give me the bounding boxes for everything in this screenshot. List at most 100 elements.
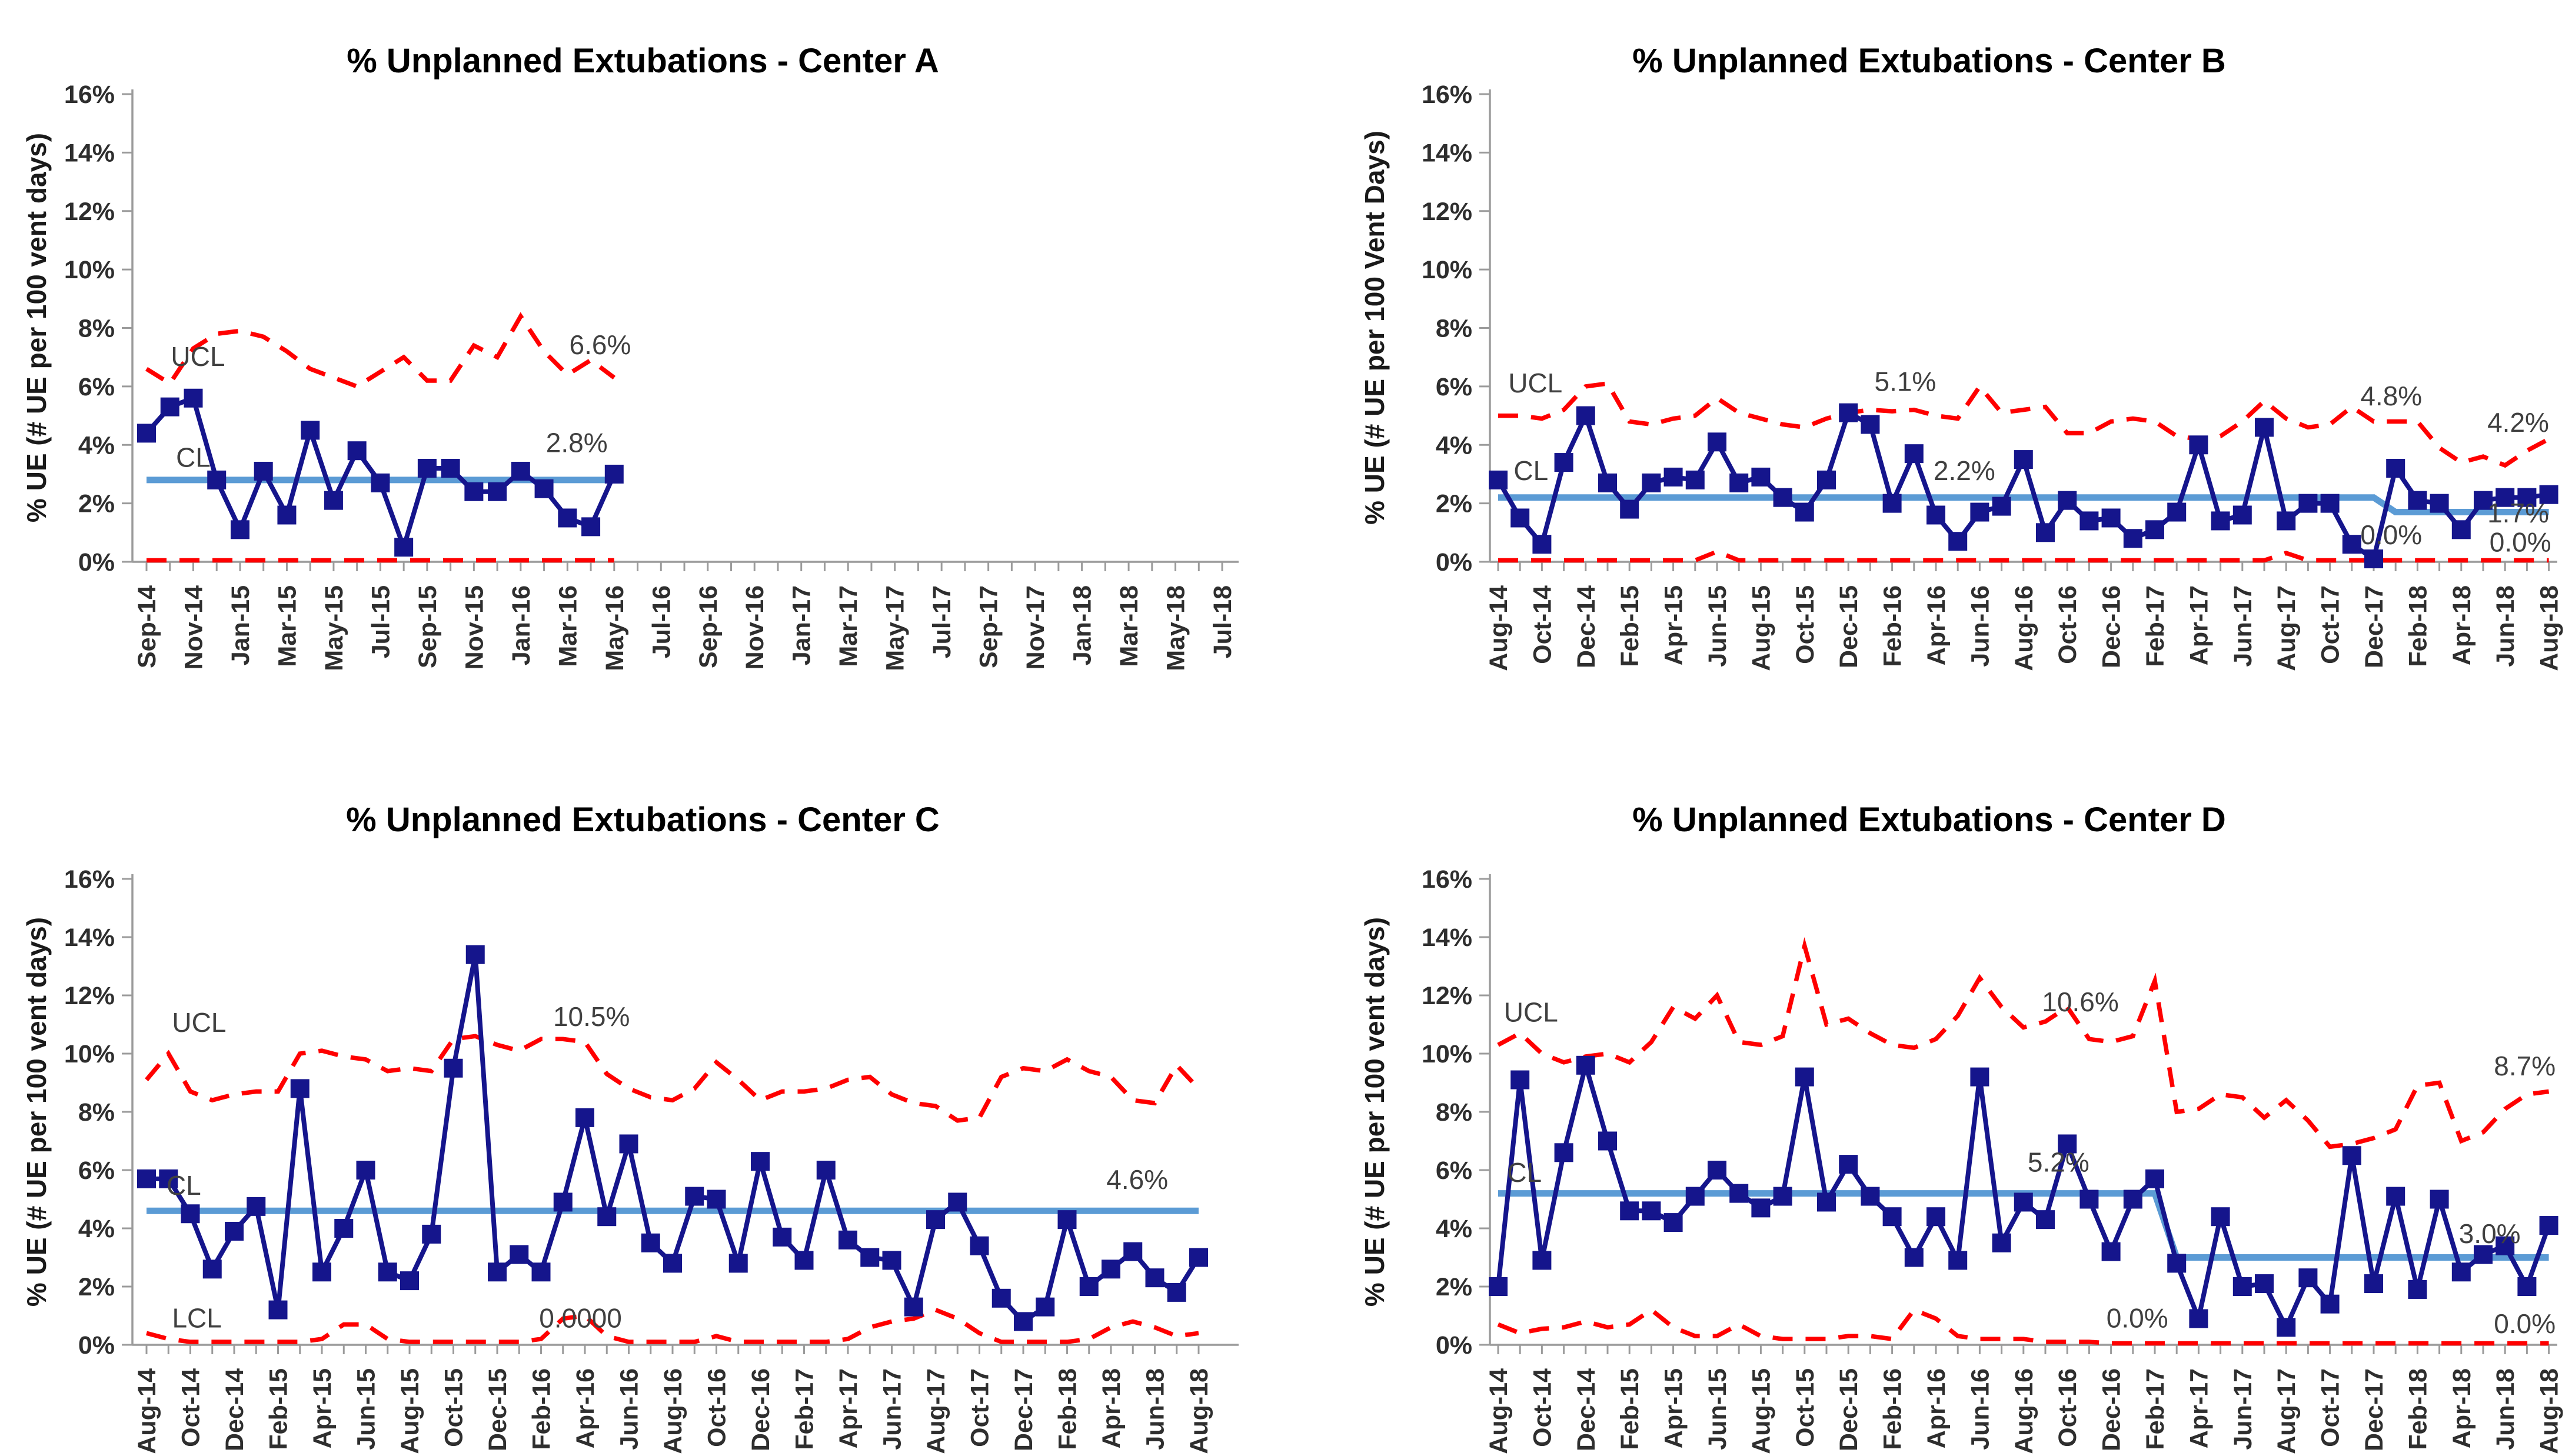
svg-text:Nov-16: Nov-16: [741, 585, 769, 669]
svg-text:Dec-15: Dec-15: [484, 1368, 512, 1451]
svg-text:Feb-15: Feb-15: [265, 1368, 293, 1450]
svg-text:Apr-17: Apr-17: [2185, 585, 2213, 665]
svg-text:Jun-15: Jun-15: [1703, 585, 1732, 667]
svg-text:4.8%: 4.8%: [2360, 381, 2422, 411]
svg-text:LCL: LCL: [172, 1302, 221, 1333]
chart-center-b: % Unplanned Extubations - Center B % UE …: [1286, 0, 2572, 728]
svg-text:Apr-15: Apr-15: [308, 1368, 337, 1448]
svg-text:Feb-15: Feb-15: [1616, 585, 1644, 667]
svg-text:Oct-17: Oct-17: [2317, 585, 2345, 664]
svg-text:Jun-17: Jun-17: [2229, 585, 2257, 667]
svg-text:Aug-17: Aug-17: [2272, 1368, 2301, 1454]
svg-text:CL: CL: [176, 442, 211, 473]
svg-text:Apr-16: Apr-16: [1922, 585, 1951, 665]
svg-text:Aug-14: Aug-14: [133, 1368, 161, 1454]
svg-text:Dec-17: Dec-17: [1010, 1368, 1038, 1451]
svg-text:10%: 10%: [1422, 256, 1472, 284]
chart-title-center-b: % Unplanned Extubations - Center B: [1632, 42, 2226, 81]
svg-text:Feb-17: Feb-17: [2141, 1368, 2170, 1450]
svg-text:2%: 2%: [1436, 490, 1472, 518]
svg-text:Aug-15: Aug-15: [396, 1368, 424, 1454]
svg-text:Aug-14: Aug-14: [1485, 585, 1513, 671]
svg-text:Feb-18: Feb-18: [2404, 585, 2432, 667]
svg-text:4%: 4%: [1436, 431, 1472, 459]
svg-text:4%: 4%: [78, 1215, 115, 1243]
svg-text:May-15: May-15: [320, 585, 348, 671]
svg-text:Oct-17: Oct-17: [2317, 1368, 2345, 1447]
svg-text:6%: 6%: [1436, 373, 1472, 401]
svg-text:Apr-18: Apr-18: [2448, 1368, 2476, 1448]
svg-text:Dec-15: Dec-15: [1835, 585, 1863, 668]
chart-center-a: % Unplanned Extubations - Center A % UE …: [0, 0, 1286, 728]
svg-text:Apr-18: Apr-18: [1097, 1368, 1126, 1448]
chart-title-center-d: % Unplanned Extubations - Center D: [1632, 801, 2226, 839]
svg-text:6%: 6%: [1436, 1157, 1472, 1185]
svg-text:Dec-14: Dec-14: [1572, 585, 1601, 668]
svg-text:CL: CL: [1513, 455, 1548, 486]
svg-text:Dec-17: Dec-17: [2360, 1368, 2388, 1451]
svg-text:12%: 12%: [64, 198, 115, 226]
svg-text:Aug-16: Aug-16: [2010, 1368, 2038, 1454]
svg-text:2.8%: 2.8%: [546, 428, 608, 458]
svg-text:Jul-17: Jul-17: [928, 585, 956, 658]
svg-text:Sep-14: Sep-14: [133, 585, 161, 668]
svg-text:0%: 0%: [78, 1331, 115, 1360]
svg-text:Apr-18: Apr-18: [2448, 585, 2476, 665]
svg-text:May-17: May-17: [881, 585, 910, 671]
svg-text:12%: 12%: [1422, 198, 1472, 226]
svg-text:2.2%: 2.2%: [1934, 455, 1995, 486]
svg-text:CL: CL: [167, 1170, 201, 1201]
svg-text:0%: 0%: [1436, 548, 1472, 577]
svg-text:Mar-15: Mar-15: [273, 585, 301, 667]
svg-text:0.0000: 0.0000: [539, 1302, 622, 1333]
svg-text:Jun-15: Jun-15: [1703, 1368, 1732, 1450]
svg-text:0%: 0%: [78, 548, 115, 577]
svg-text:0.0%: 0.0%: [2490, 527, 2551, 558]
svg-text:Apr-15: Apr-15: [1660, 585, 1688, 665]
svg-text:Aug-16: Aug-16: [659, 1368, 687, 1454]
svg-text:8%: 8%: [1436, 315, 1472, 343]
svg-text:Oct-15: Oct-15: [1791, 585, 1819, 664]
plot-region-center-d: 0% 2% 4% 6% 8% 10% 12% 14% 16% Aug-14 Oct-14 Dec-14…: [1422, 865, 2564, 1454]
svg-text:Oct-14: Oct-14: [1528, 585, 1556, 664]
plot-region-center-c: 0% 2% 4% 6% 8% 10% 12% 14% 16% Aug-14 Oct-14 Dec-14…: [64, 865, 1239, 1454]
svg-text:Oct-16: Oct-16: [2054, 585, 2082, 664]
svg-text:1.7%: 1.7%: [2487, 498, 2549, 528]
svg-text:8%: 8%: [78, 1098, 115, 1127]
svg-text:4.2%: 4.2%: [2487, 407, 2549, 438]
svg-text:4.6%: 4.6%: [1106, 1164, 1168, 1195]
svg-text:Jan-15: Jan-15: [227, 585, 255, 665]
svg-text:Dec-14: Dec-14: [1572, 1368, 1601, 1451]
svg-text:Apr-15: Apr-15: [1660, 1368, 1688, 1448]
svg-text:14%: 14%: [1422, 924, 1472, 952]
svg-text:Jul-15: Jul-15: [367, 585, 395, 658]
svg-text:Jul-18: Jul-18: [1209, 585, 1237, 658]
svg-text:Aug-14: Aug-14: [1485, 1368, 1513, 1454]
svg-text:Jun-17: Jun-17: [879, 1368, 907, 1450]
svg-text:Sep-15: Sep-15: [414, 585, 442, 668]
svg-text:CL: CL: [1507, 1157, 1542, 1188]
svg-text:6%: 6%: [78, 1157, 115, 1185]
svg-text:Feb-17: Feb-17: [2141, 585, 2170, 667]
svg-text:Mar-17: Mar-17: [834, 585, 863, 667]
svg-text:2%: 2%: [78, 1273, 115, 1301]
svg-text:Feb-18: Feb-18: [2404, 1368, 2432, 1450]
svg-text:0.0%: 0.0%: [2494, 1308, 2556, 1339]
svg-text:Dec-16: Dec-16: [747, 1368, 775, 1451]
svg-text:Oct-15: Oct-15: [440, 1368, 468, 1447]
svg-text:Dec-16: Dec-16: [2098, 585, 2126, 668]
svg-text:Jan-17: Jan-17: [788, 585, 816, 665]
svg-text:Aug-18: Aug-18: [1185, 1368, 1213, 1454]
svg-text:16%: 16%: [64, 81, 115, 109]
svg-text:Aug-17: Aug-17: [922, 1368, 950, 1454]
svg-text:6%: 6%: [78, 373, 115, 401]
svg-text:Feb-18: Feb-18: [1054, 1368, 1082, 1450]
svg-text:Oct-15: Oct-15: [1791, 1368, 1819, 1447]
svg-text:Aug-18: Aug-18: [2536, 585, 2564, 671]
svg-text:May-18: May-18: [1162, 585, 1190, 671]
svg-text:Aug-15: Aug-15: [1747, 585, 1775, 671]
svg-text:Jun-16: Jun-16: [1966, 585, 1994, 667]
svg-text:Jun-18: Jun-18: [1142, 1368, 1170, 1450]
svg-text:Feb-16: Feb-16: [1879, 1368, 1907, 1450]
